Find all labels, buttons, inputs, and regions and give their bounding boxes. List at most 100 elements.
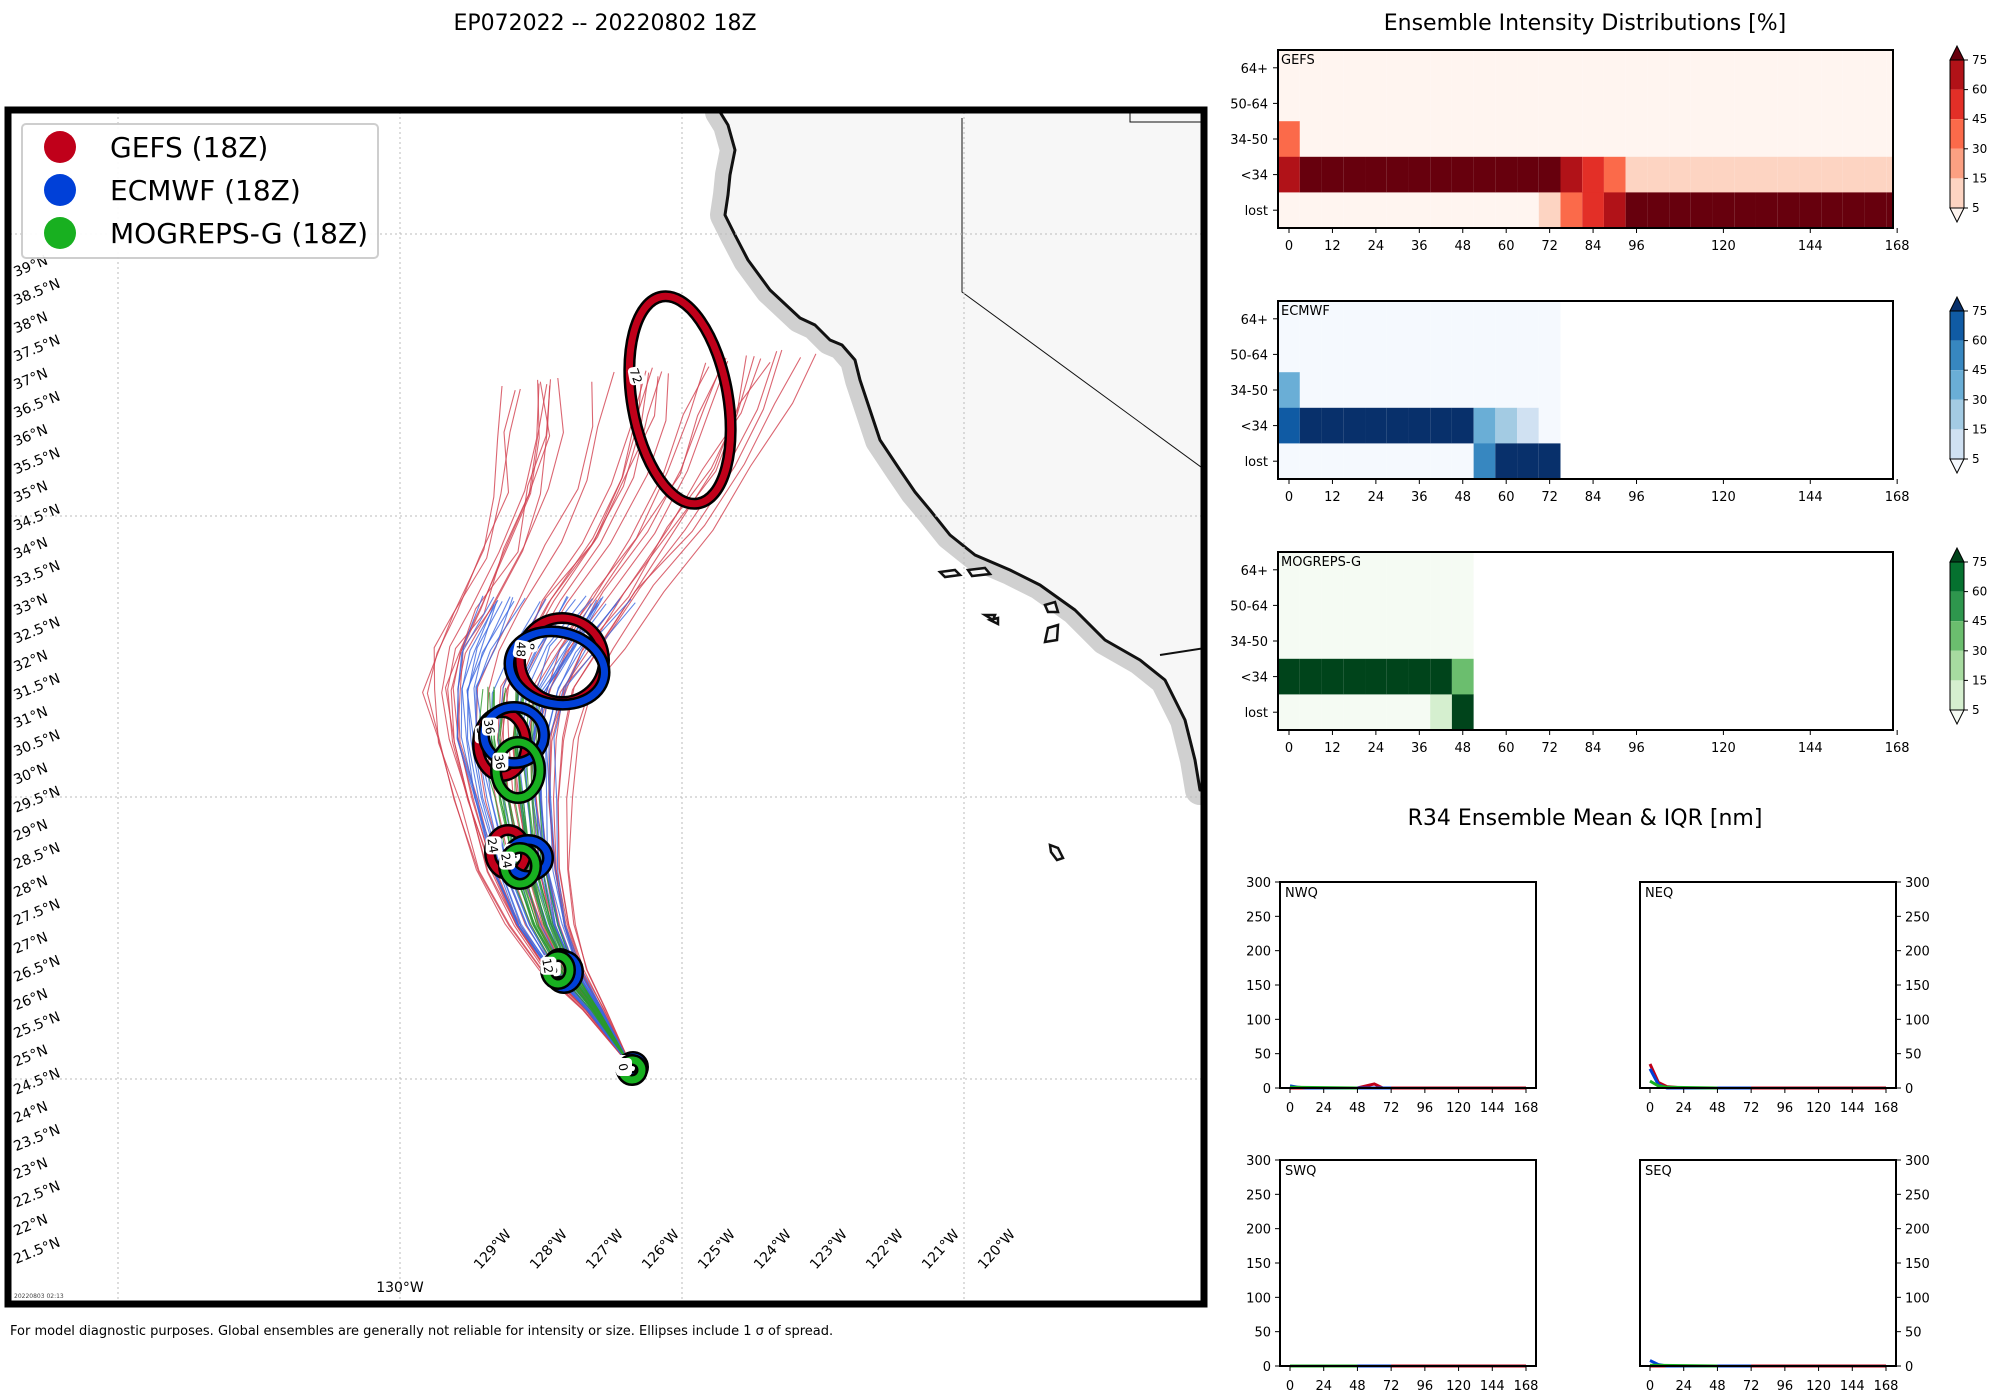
- heatmap-cell: [1517, 121, 1539, 158]
- heatmap-cell: [1799, 121, 1822, 158]
- heatmap-cell: [1842, 85, 1865, 122]
- x-tick-label: 24: [1368, 490, 1385, 505]
- heatmap-cell: [1538, 121, 1561, 158]
- x-tick-label: 144: [1798, 490, 1823, 505]
- heatmap-cell: [1278, 658, 1300, 695]
- row-label: 34-50: [1230, 384, 1268, 399]
- heatmap-cell: [1278, 301, 1300, 338]
- y-tick-label: 250: [1905, 910, 1930, 925]
- x-tick-label: 60: [1498, 741, 1515, 756]
- x-tick-label: 0: [1286, 1101, 1294, 1116]
- y-tick-label: 300: [1246, 876, 1271, 891]
- map-gridlines: [10, 112, 1202, 1302]
- heatmap-cell: [1430, 587, 1452, 624]
- heatmap-cell: [1386, 301, 1409, 338]
- heatmap-cell: [1712, 121, 1735, 158]
- heatmap-cell: [1408, 85, 1431, 122]
- label-bg: [482, 717, 498, 736]
- x-tick-label: 96: [1628, 239, 1645, 254]
- heatmap-cell: [1473, 192, 1496, 229]
- heatmap-cell: [1321, 50, 1344, 87]
- heatmap-cell: [1777, 50, 1800, 87]
- heatmap-cell: [1299, 85, 1322, 122]
- x-tick-label: 48: [1454, 239, 1471, 254]
- heatmap-cell: [1669, 156, 1691, 193]
- heatmap-cell: [1343, 623, 1366, 660]
- x-tick-label: 72: [1541, 490, 1558, 505]
- heatmap-cell: [1864, 121, 1887, 158]
- heatmap-cell: [1821, 156, 1843, 193]
- heatmap-label: ECMWF: [1281, 304, 1330, 319]
- heatmap-cell: [1495, 372, 1518, 409]
- hour-label: 24: [498, 852, 514, 869]
- colorbar-bottom-arrow: [1949, 207, 1965, 224]
- heatmap-cell: [1582, 156, 1604, 193]
- heatmap-cell: [1408, 50, 1431, 87]
- x-tick-label: 48: [1349, 1101, 1366, 1116]
- heatmap-cell: [1386, 552, 1409, 589]
- x-tick-label: 120: [1711, 239, 1736, 254]
- heatmap-cell: [1365, 443, 1387, 480]
- colorbar-segment: [1950, 311, 1964, 341]
- x-tick-label: 72: [1541, 239, 1558, 254]
- heatmap-cell: [1669, 85, 1691, 122]
- x-tick-label: 48: [1709, 1101, 1726, 1116]
- heatmap-cell: [1734, 156, 1756, 193]
- x-tick-label: 12: [1324, 239, 1341, 254]
- heatmap-cell: [1430, 407, 1452, 444]
- x-tick-label: 96: [1777, 1379, 1794, 1394]
- heatmap-cell: [1451, 372, 1474, 409]
- heatmap-cell: [1582, 50, 1604, 87]
- heatmap-cell: [1386, 694, 1409, 731]
- y-tick-label: 300: [1905, 876, 1930, 891]
- heatmap-cell: [1321, 336, 1344, 373]
- r34-neq: NEQ 0 50 100 150 200 250 300 0 24 48 72 96 120 144 168: [1639, 876, 1930, 1116]
- x-tick-label: 96: [1628, 741, 1645, 756]
- heatmap-label: MOGREPS-G: [1281, 555, 1361, 570]
- heatmap-cell: [1408, 694, 1431, 731]
- lon-label: 130°W: [376, 1280, 424, 1296]
- heatmap-cell: [1842, 121, 1865, 158]
- heatmap-cell: [1408, 552, 1431, 589]
- x-tick-label: 48: [1454, 741, 1471, 756]
- heatmap-cell: [1386, 156, 1409, 193]
- heatmap-cell: [1278, 192, 1300, 229]
- heatmap-cell: [1408, 623, 1431, 660]
- heatmap-cell: [1842, 192, 1865, 229]
- heatmap-cell: [1343, 50, 1366, 87]
- x-tick-label: 48: [1454, 490, 1471, 505]
- heatmap-cell: [1299, 658, 1322, 695]
- heatmap-cell: [1495, 192, 1518, 229]
- heatmap-cell: [1538, 301, 1561, 338]
- heatmap-cell: [1495, 50, 1518, 87]
- heatmap-cell: [1299, 552, 1322, 589]
- cb-label: 45: [1972, 363, 1987, 377]
- r34-frame: [1279, 881, 1537, 1089]
- heatmap-cell: [1712, 192, 1735, 229]
- x-tick-label: 120: [1711, 490, 1736, 505]
- colorbar: 5 15 30 45 60 75: [1949, 295, 1987, 475]
- colorbar-bottom-arrow: [1949, 709, 1965, 726]
- mexico-border: [1159, 647, 1202, 656]
- heatmap-cell: [1473, 301, 1496, 338]
- heatmap-cell: [1321, 694, 1344, 731]
- heatmap-cell: [1864, 156, 1887, 193]
- heatmap-cell: [1386, 658, 1409, 695]
- heatmap-cell: [1517, 443, 1539, 480]
- heatmap-cell: [1386, 623, 1409, 660]
- heatmap-cell: [1386, 336, 1409, 373]
- x-tick-label: 168: [1885, 490, 1910, 505]
- heatmap-cell: [1799, 85, 1822, 122]
- heatmap-cell: [1495, 85, 1518, 122]
- colorbar-bottom-arrow: [1949, 458, 1965, 475]
- x-tick-label: 24: [1315, 1379, 1332, 1394]
- heatmap-cell: [1821, 85, 1843, 122]
- r34-seq: SEQ 0 50 100 150 200 250 300 0 24 48 72 96 120 144 168: [1639, 1154, 1930, 1394]
- heatmap-cell: [1734, 121, 1756, 158]
- gefs-track: [426, 390, 633, 1069]
- heatmap-cell: [1538, 372, 1561, 409]
- heatmap-cell: [1712, 85, 1735, 122]
- row-label: lost: [1245, 204, 1268, 219]
- heatmap-cell: [1495, 336, 1518, 373]
- heatmap-cell: [1408, 587, 1431, 624]
